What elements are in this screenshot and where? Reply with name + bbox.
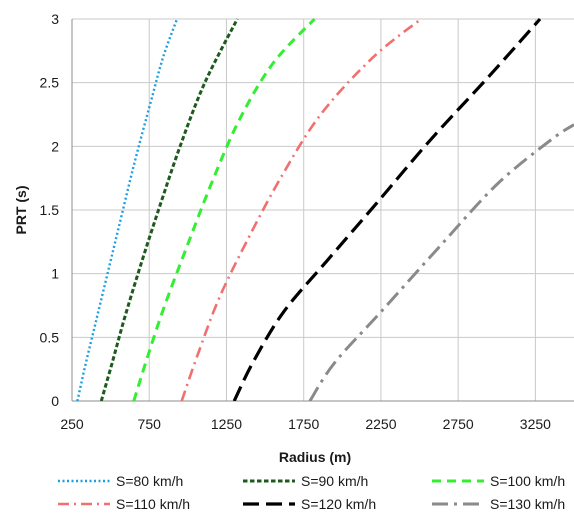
legend: S=80 km/h S=90 km/h S=100 km/h S=110 km/h S=…	[58, 473, 565, 512]
axes	[71, 19, 574, 402]
x-tick-label: 1750	[288, 416, 319, 432]
series-line-6	[308, 123, 574, 401]
y-tick-label: 0.5	[40, 329, 60, 345]
x-tick-label: 2250	[365, 416, 396, 432]
y-tick-label: 2	[51, 138, 59, 154]
legend-label: S=100 km/h	[490, 473, 565, 489]
legend-label: S=130 km/h	[490, 496, 565, 512]
x-tick-label: 2750	[443, 416, 474, 432]
x-tick-label: 3250	[520, 416, 551, 432]
series-line-4	[180, 17, 422, 401]
y-tick-label: 3	[51, 11, 59, 27]
legend-label: S=90 km/h	[301, 473, 368, 489]
x-tick-label: 250	[60, 416, 84, 432]
y-tick-label: 2.5	[40, 75, 60, 91]
legend-label: S=110 km/h	[116, 496, 190, 512]
x-tick-label: 750	[138, 416, 162, 432]
legend-label: S=120 km/h	[301, 496, 376, 512]
y-tick-label: 1.5	[40, 202, 60, 218]
y-tick-label: 1	[51, 266, 59, 282]
series-line-5	[232, 17, 542, 401]
y-tick-label: 0	[51, 393, 59, 409]
legend-label: S=80 km/h	[116, 473, 183, 489]
x-axis-title: Radius (m)	[279, 449, 351, 465]
series-line-2	[99, 18, 239, 401]
tick-labels: 250 750 1250 1750 2250 2750 3250 0 0.5 1 1.5 2 2.5 3	[40, 11, 552, 432]
y-axis-title: PRT (s)	[13, 186, 29, 235]
x-tick-label: 1250	[211, 416, 242, 432]
grid-lines	[72, 18, 574, 401]
series-line-1	[76, 18, 179, 401]
series-line-3	[132, 17, 316, 401]
series-lines	[76, 17, 574, 401]
